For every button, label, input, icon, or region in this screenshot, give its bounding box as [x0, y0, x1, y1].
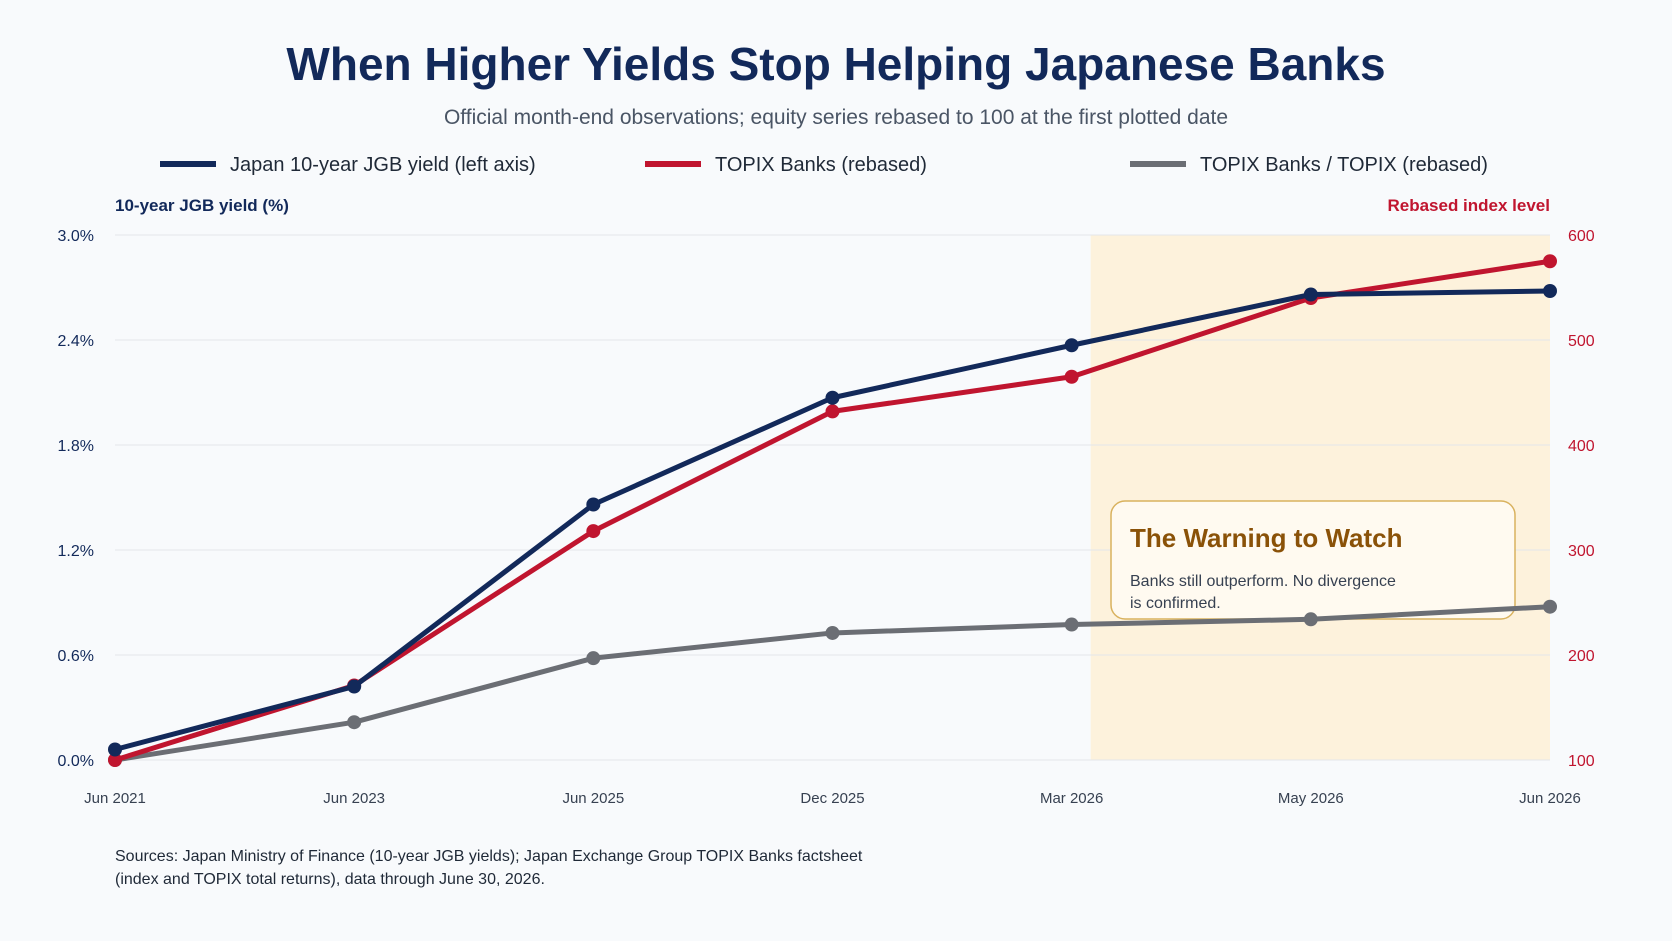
y-left-tick-label: 0.0%	[58, 753, 94, 770]
data-point-ratio	[1064, 617, 1079, 632]
x-tick-label: Jun 2023	[323, 790, 385, 807]
y-right-tick-label: 500	[1568, 333, 1595, 350]
y-left-tick-label: 0.6%	[58, 648, 94, 665]
y-right-tick-label: 400	[1568, 438, 1595, 455]
data-point-yield	[347, 679, 362, 694]
highlight-band	[1090, 235, 1550, 760]
annotation-title: The Warning to Watch	[1130, 523, 1403, 553]
grid-layer	[115, 234, 1550, 761]
series-layer	[108, 254, 1557, 767]
data-point-ratio	[586, 651, 601, 666]
y-right-tick-label: 100	[1568, 753, 1595, 770]
x-tick-label: Jun 2021	[84, 790, 146, 807]
data-point-ratio	[1303, 612, 1318, 627]
data-point-ratio	[825, 625, 840, 640]
x-tick-label: Mar 2026	[1040, 790, 1103, 807]
data-point-banks	[108, 753, 122, 767]
data-point-yield	[825, 390, 840, 405]
y-right-tick-label: 600	[1568, 228, 1595, 245]
highlight-layer	[1090, 235, 1550, 760]
legend-label-banks: TOPIX Banks (rebased)	[715, 154, 927, 176]
data-point-yield	[586, 497, 601, 512]
y-right-axis-title: Rebased index level	[1387, 196, 1550, 215]
chart-subtitle: Official month-end observations; equity …	[444, 106, 1228, 129]
data-point-banks	[1064, 369, 1079, 384]
y-left-axis-title: 10-year JGB yield (%)	[115, 196, 289, 215]
annotation: The Warning to Watch Banks still outperf…	[1110, 500, 1516, 620]
y-left-tick-label: 3.0%	[58, 228, 94, 245]
x-tick-label: May 2026	[1278, 790, 1344, 807]
x-tick-label: Dec 2025	[800, 790, 864, 807]
legend-label-yield: Japan 10-year JGB yield (left axis)	[230, 154, 536, 176]
y-right-tick-label: 200	[1568, 648, 1595, 665]
data-point-ratio	[347, 715, 362, 730]
x-tick-label: Jun 2025	[562, 790, 624, 807]
x-tick-label: Jun 2026	[1519, 790, 1581, 807]
data-point-banks	[586, 524, 601, 539]
tick-layer: 0.0% 0.6% 1.2% 1.8% 2.4% 3.0% 100 200 300 400 500 6…	[58, 228, 1595, 807]
legend-label-ratio: TOPIX Banks / TOPIX (rebased)	[1200, 154, 1488, 176]
legend: Japan 10-year JGB yield (left axis) TOPI…	[160, 154, 1488, 176]
source-note-line-1: Sources: Japan Ministry of Finance (10-y…	[115, 848, 863, 865]
y-left-tick-label: 1.8%	[58, 438, 94, 455]
y-left-tick-label: 2.4%	[58, 333, 94, 350]
data-point-yield	[1303, 287, 1318, 302]
annotation-body-line-2: is confirmed.	[1130, 595, 1221, 612]
data-point-yield	[108, 742, 122, 757]
annotation-body-line-1: Banks still outperform. No divergence	[1130, 573, 1396, 590]
data-point-yield	[1543, 284, 1557, 298]
source-note-line-2: (index and TOPIX total returns), data th…	[115, 871, 545, 888]
y-right-tick-label: 300	[1568, 543, 1595, 560]
data-point-yield	[1064, 338, 1079, 353]
data-point-banks	[825, 404, 840, 419]
data-point-banks	[1543, 254, 1557, 269]
data-point-ratio	[1543, 599, 1557, 614]
chart-title: When Higher Yields Stop Helping Japanese…	[286, 38, 1385, 90]
y-left-tick-label: 1.2%	[58, 543, 94, 560]
